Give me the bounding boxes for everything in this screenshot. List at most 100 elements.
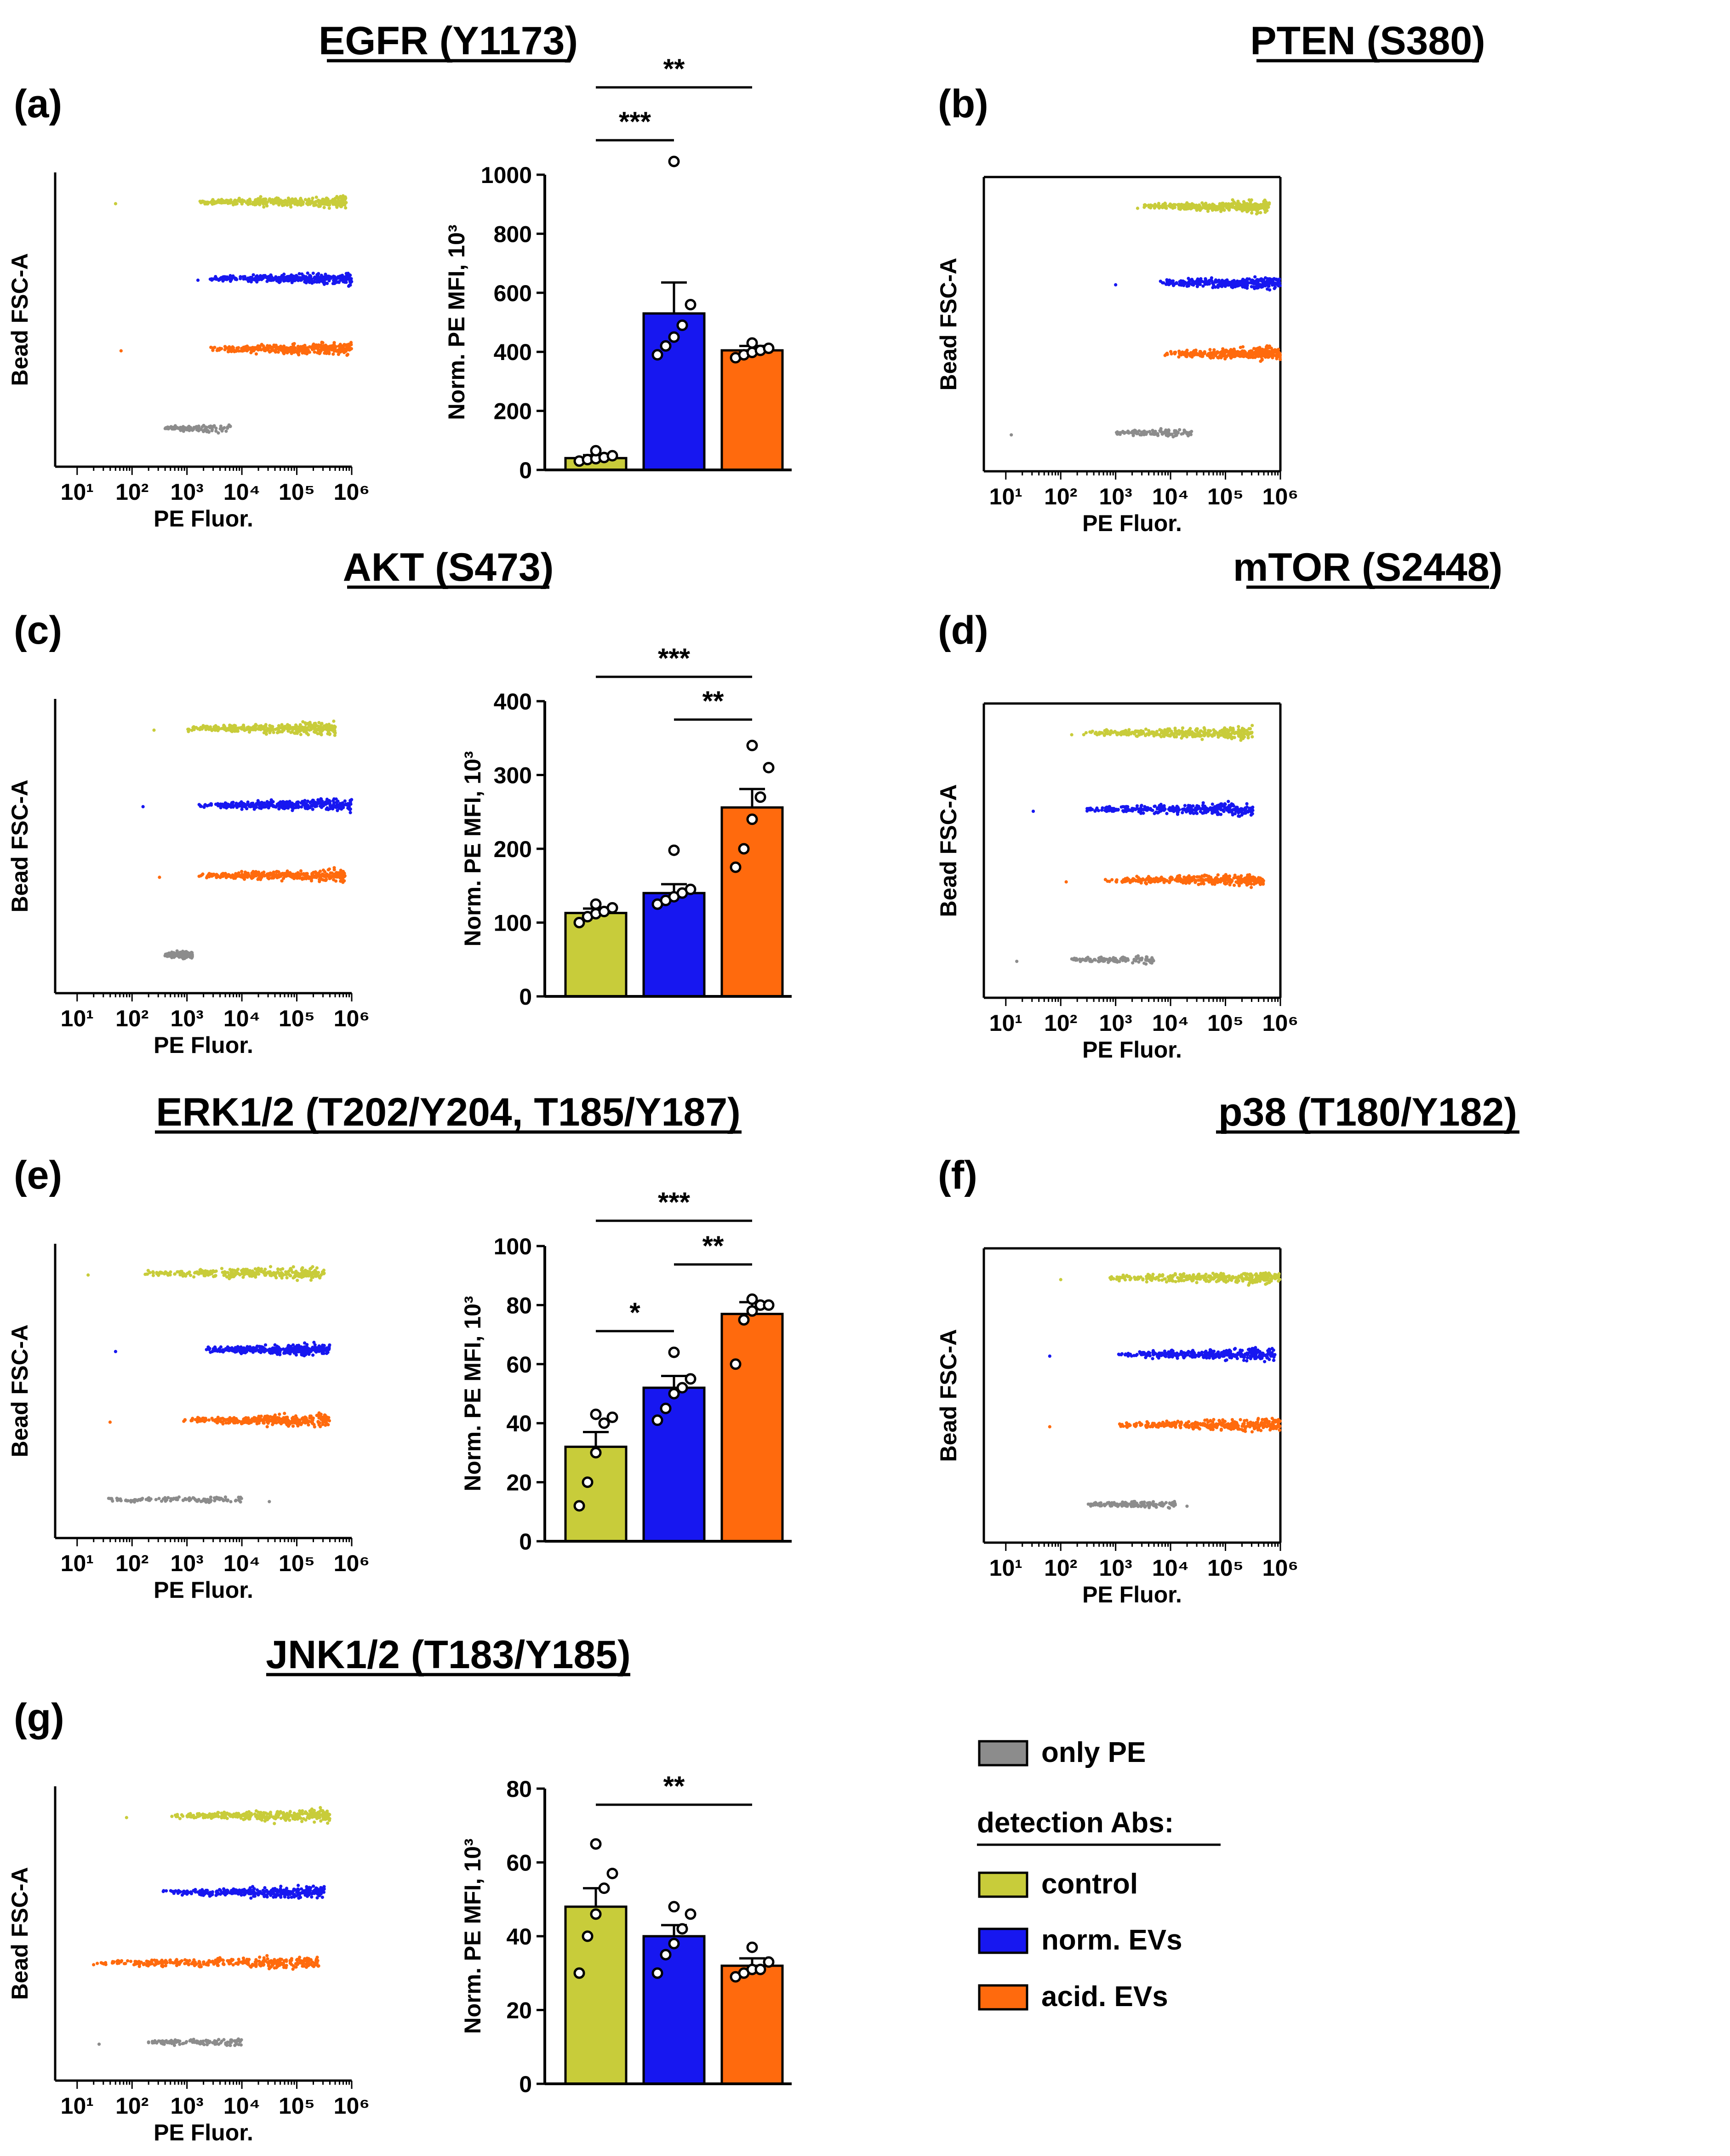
flow-event bbox=[268, 804, 272, 807]
flow-event bbox=[1187, 433, 1190, 436]
bar-y-tick-label: 300 bbox=[494, 763, 532, 789]
flow-event bbox=[1265, 344, 1269, 348]
flow-event bbox=[332, 878, 336, 881]
flow-event bbox=[1245, 802, 1249, 806]
flow-event bbox=[1222, 731, 1226, 735]
flow-event bbox=[190, 955, 194, 959]
flow-event bbox=[1273, 286, 1276, 291]
flow-event bbox=[316, 276, 320, 280]
flow-x-tick-label: 10² bbox=[115, 479, 148, 505]
flow-event bbox=[346, 806, 350, 810]
flow-event bbox=[1237, 814, 1240, 818]
flow-event bbox=[260, 199, 264, 202]
flow-event bbox=[1126, 805, 1130, 809]
data-point bbox=[763, 761, 775, 773]
flow-event bbox=[265, 730, 268, 733]
flow-event bbox=[247, 874, 251, 877]
flow-event bbox=[1139, 808, 1142, 812]
flow-event bbox=[289, 201, 292, 205]
flow-x-tick-label: 10⁴ bbox=[223, 1006, 260, 1031]
flow-population-norm-evs bbox=[196, 271, 354, 288]
flow-event bbox=[1101, 731, 1104, 735]
flow-event bbox=[343, 280, 347, 284]
flow-x-tick-label: 10³ bbox=[1099, 1010, 1132, 1036]
flow-event bbox=[1210, 808, 1214, 812]
flow-event bbox=[223, 873, 226, 877]
flow-event bbox=[274, 350, 278, 354]
flow-event bbox=[256, 199, 260, 202]
flow-event bbox=[1199, 729, 1203, 733]
flow-event bbox=[300, 349, 304, 352]
flow-event bbox=[1222, 876, 1225, 880]
flow-event bbox=[1115, 960, 1119, 964]
flow-event bbox=[208, 277, 212, 281]
bar-y-tick-label: 600 bbox=[494, 280, 532, 306]
flow-event bbox=[1178, 351, 1182, 355]
flow-event bbox=[277, 200, 280, 204]
flow-event bbox=[1208, 206, 1212, 210]
flow-event bbox=[1258, 283, 1262, 286]
flow-event bbox=[1178, 428, 1182, 432]
flow-event bbox=[1135, 806, 1139, 810]
flow-event bbox=[325, 352, 328, 355]
flow-event bbox=[236, 729, 240, 733]
flow-event bbox=[1159, 205, 1163, 209]
flow-event bbox=[314, 875, 318, 879]
flow-x-tick-label: 10⁵ bbox=[1207, 484, 1244, 509]
flow-event bbox=[1176, 812, 1180, 816]
flow-event bbox=[320, 726, 325, 729]
flow-event bbox=[338, 275, 342, 278]
flow-event bbox=[1254, 207, 1258, 211]
flow-event bbox=[1136, 734, 1139, 738]
flow-event bbox=[1177, 729, 1181, 732]
flow-event bbox=[257, 801, 261, 805]
flow-event bbox=[1216, 735, 1220, 739]
flow-event bbox=[220, 429, 224, 433]
flow-event bbox=[1154, 732, 1158, 735]
flow-event bbox=[231, 275, 234, 279]
flow-event bbox=[277, 730, 281, 734]
flow-event bbox=[313, 722, 316, 726]
flow-event bbox=[1192, 353, 1196, 357]
flow-event bbox=[211, 349, 215, 352]
flow-event bbox=[1258, 348, 1262, 352]
flow-event bbox=[292, 726, 296, 729]
flow-event bbox=[1223, 802, 1227, 806]
flow-event bbox=[240, 727, 244, 731]
flow-event bbox=[227, 873, 231, 877]
flow-event bbox=[228, 277, 232, 281]
flow-event bbox=[1255, 284, 1259, 288]
flow-x-label: PE Fluor. bbox=[154, 506, 253, 532]
flow-event bbox=[1189, 730, 1193, 734]
flow-event bbox=[1253, 275, 1257, 279]
flow-population-norm-evs bbox=[1114, 275, 1282, 292]
data-point bbox=[738, 843, 750, 855]
flow-event bbox=[324, 275, 327, 279]
flow-event bbox=[1187, 807, 1191, 811]
flow-event bbox=[1159, 429, 1162, 434]
flow-event bbox=[297, 272, 301, 275]
flow-event bbox=[1215, 804, 1219, 808]
flow-event bbox=[281, 800, 285, 804]
flow-event bbox=[1088, 959, 1092, 963]
flow-event bbox=[242, 200, 246, 203]
flow-event bbox=[1130, 878, 1134, 882]
flow-event bbox=[315, 200, 319, 203]
flow-event bbox=[1149, 879, 1153, 883]
flow-population-control bbox=[114, 194, 348, 210]
flow-event bbox=[1187, 874, 1191, 878]
flow-event bbox=[1236, 881, 1239, 885]
flow-event bbox=[1198, 204, 1201, 208]
significance-label: ** bbox=[663, 53, 685, 84]
flow-event bbox=[1210, 802, 1214, 806]
flow-event bbox=[1254, 880, 1258, 884]
flow-event bbox=[1148, 732, 1151, 736]
flow-event bbox=[1121, 809, 1125, 812]
flow-event bbox=[271, 728, 274, 732]
flow-event bbox=[327, 801, 331, 804]
flow-event bbox=[341, 347, 344, 351]
flow-event bbox=[1200, 206, 1204, 210]
flow-event bbox=[1209, 879, 1212, 883]
flow-event bbox=[1217, 731, 1221, 735]
flow-x-ticks bbox=[1005, 998, 1281, 1006]
